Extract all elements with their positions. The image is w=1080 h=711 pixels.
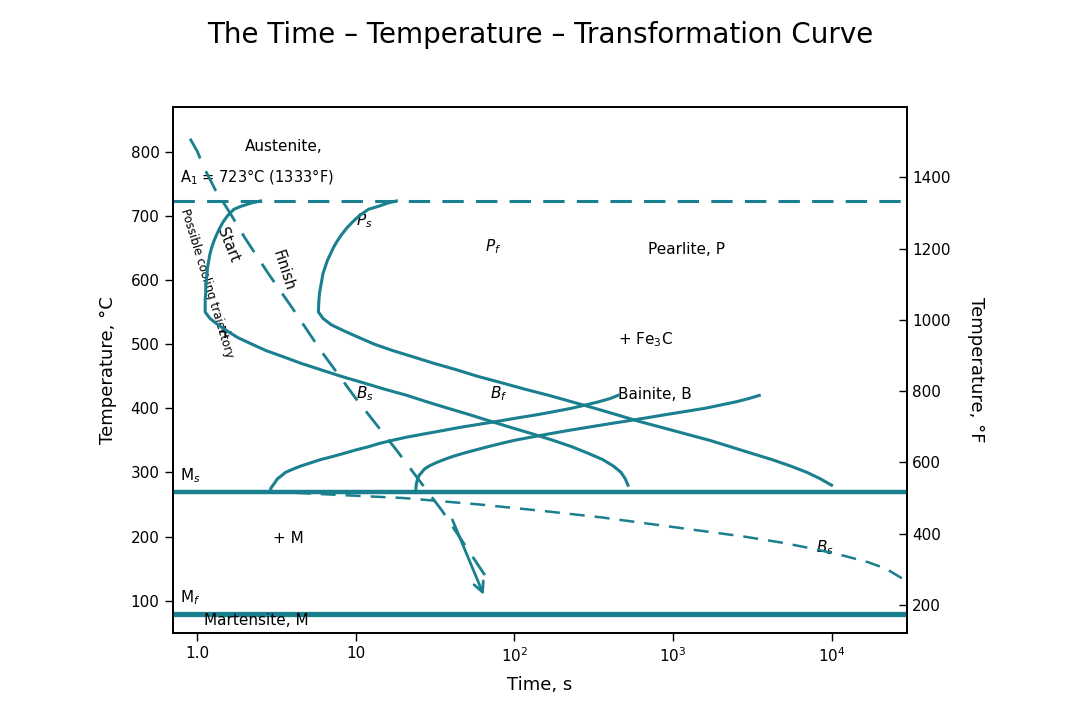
Text: M$_f$: M$_f$ [180, 589, 201, 607]
Text: P$_f$: P$_f$ [485, 237, 501, 256]
Text: Pearlite, P: Pearlite, P [648, 242, 726, 257]
Text: + M: + M [273, 531, 303, 546]
Text: The Time – Temperature – Transformation Curve: The Time – Temperature – Transformation … [207, 21, 873, 49]
Text: B$_s$: B$_s$ [356, 385, 374, 403]
Text: Start: Start [214, 225, 241, 264]
Text: + Fe$_3$C: + Fe$_3$C [618, 330, 673, 349]
Text: Finish: Finish [270, 248, 297, 292]
X-axis label: Time, s: Time, s [508, 675, 572, 694]
Text: +: + [217, 323, 233, 342]
Text: Martensite, M: Martensite, M [204, 613, 309, 628]
Text: A$_1$ = 723°C (1333°F): A$_1$ = 723°C (1333°F) [180, 168, 334, 187]
Text: P$_s$: P$_s$ [356, 211, 373, 230]
Y-axis label: Temperature, °F: Temperature, °F [968, 297, 985, 442]
Text: Austenite,: Austenite, [245, 139, 323, 154]
Text: M$_s$: M$_s$ [180, 466, 201, 485]
Y-axis label: Temperature, °C: Temperature, °C [98, 296, 117, 444]
Text: Bainite, B: Bainite, B [618, 387, 692, 402]
Text: B$_f$: B$_f$ [490, 385, 508, 403]
Text: B$_s$: B$_s$ [816, 539, 834, 557]
Text: Possible cooling trajectory: Possible cooling trajectory [178, 207, 235, 359]
